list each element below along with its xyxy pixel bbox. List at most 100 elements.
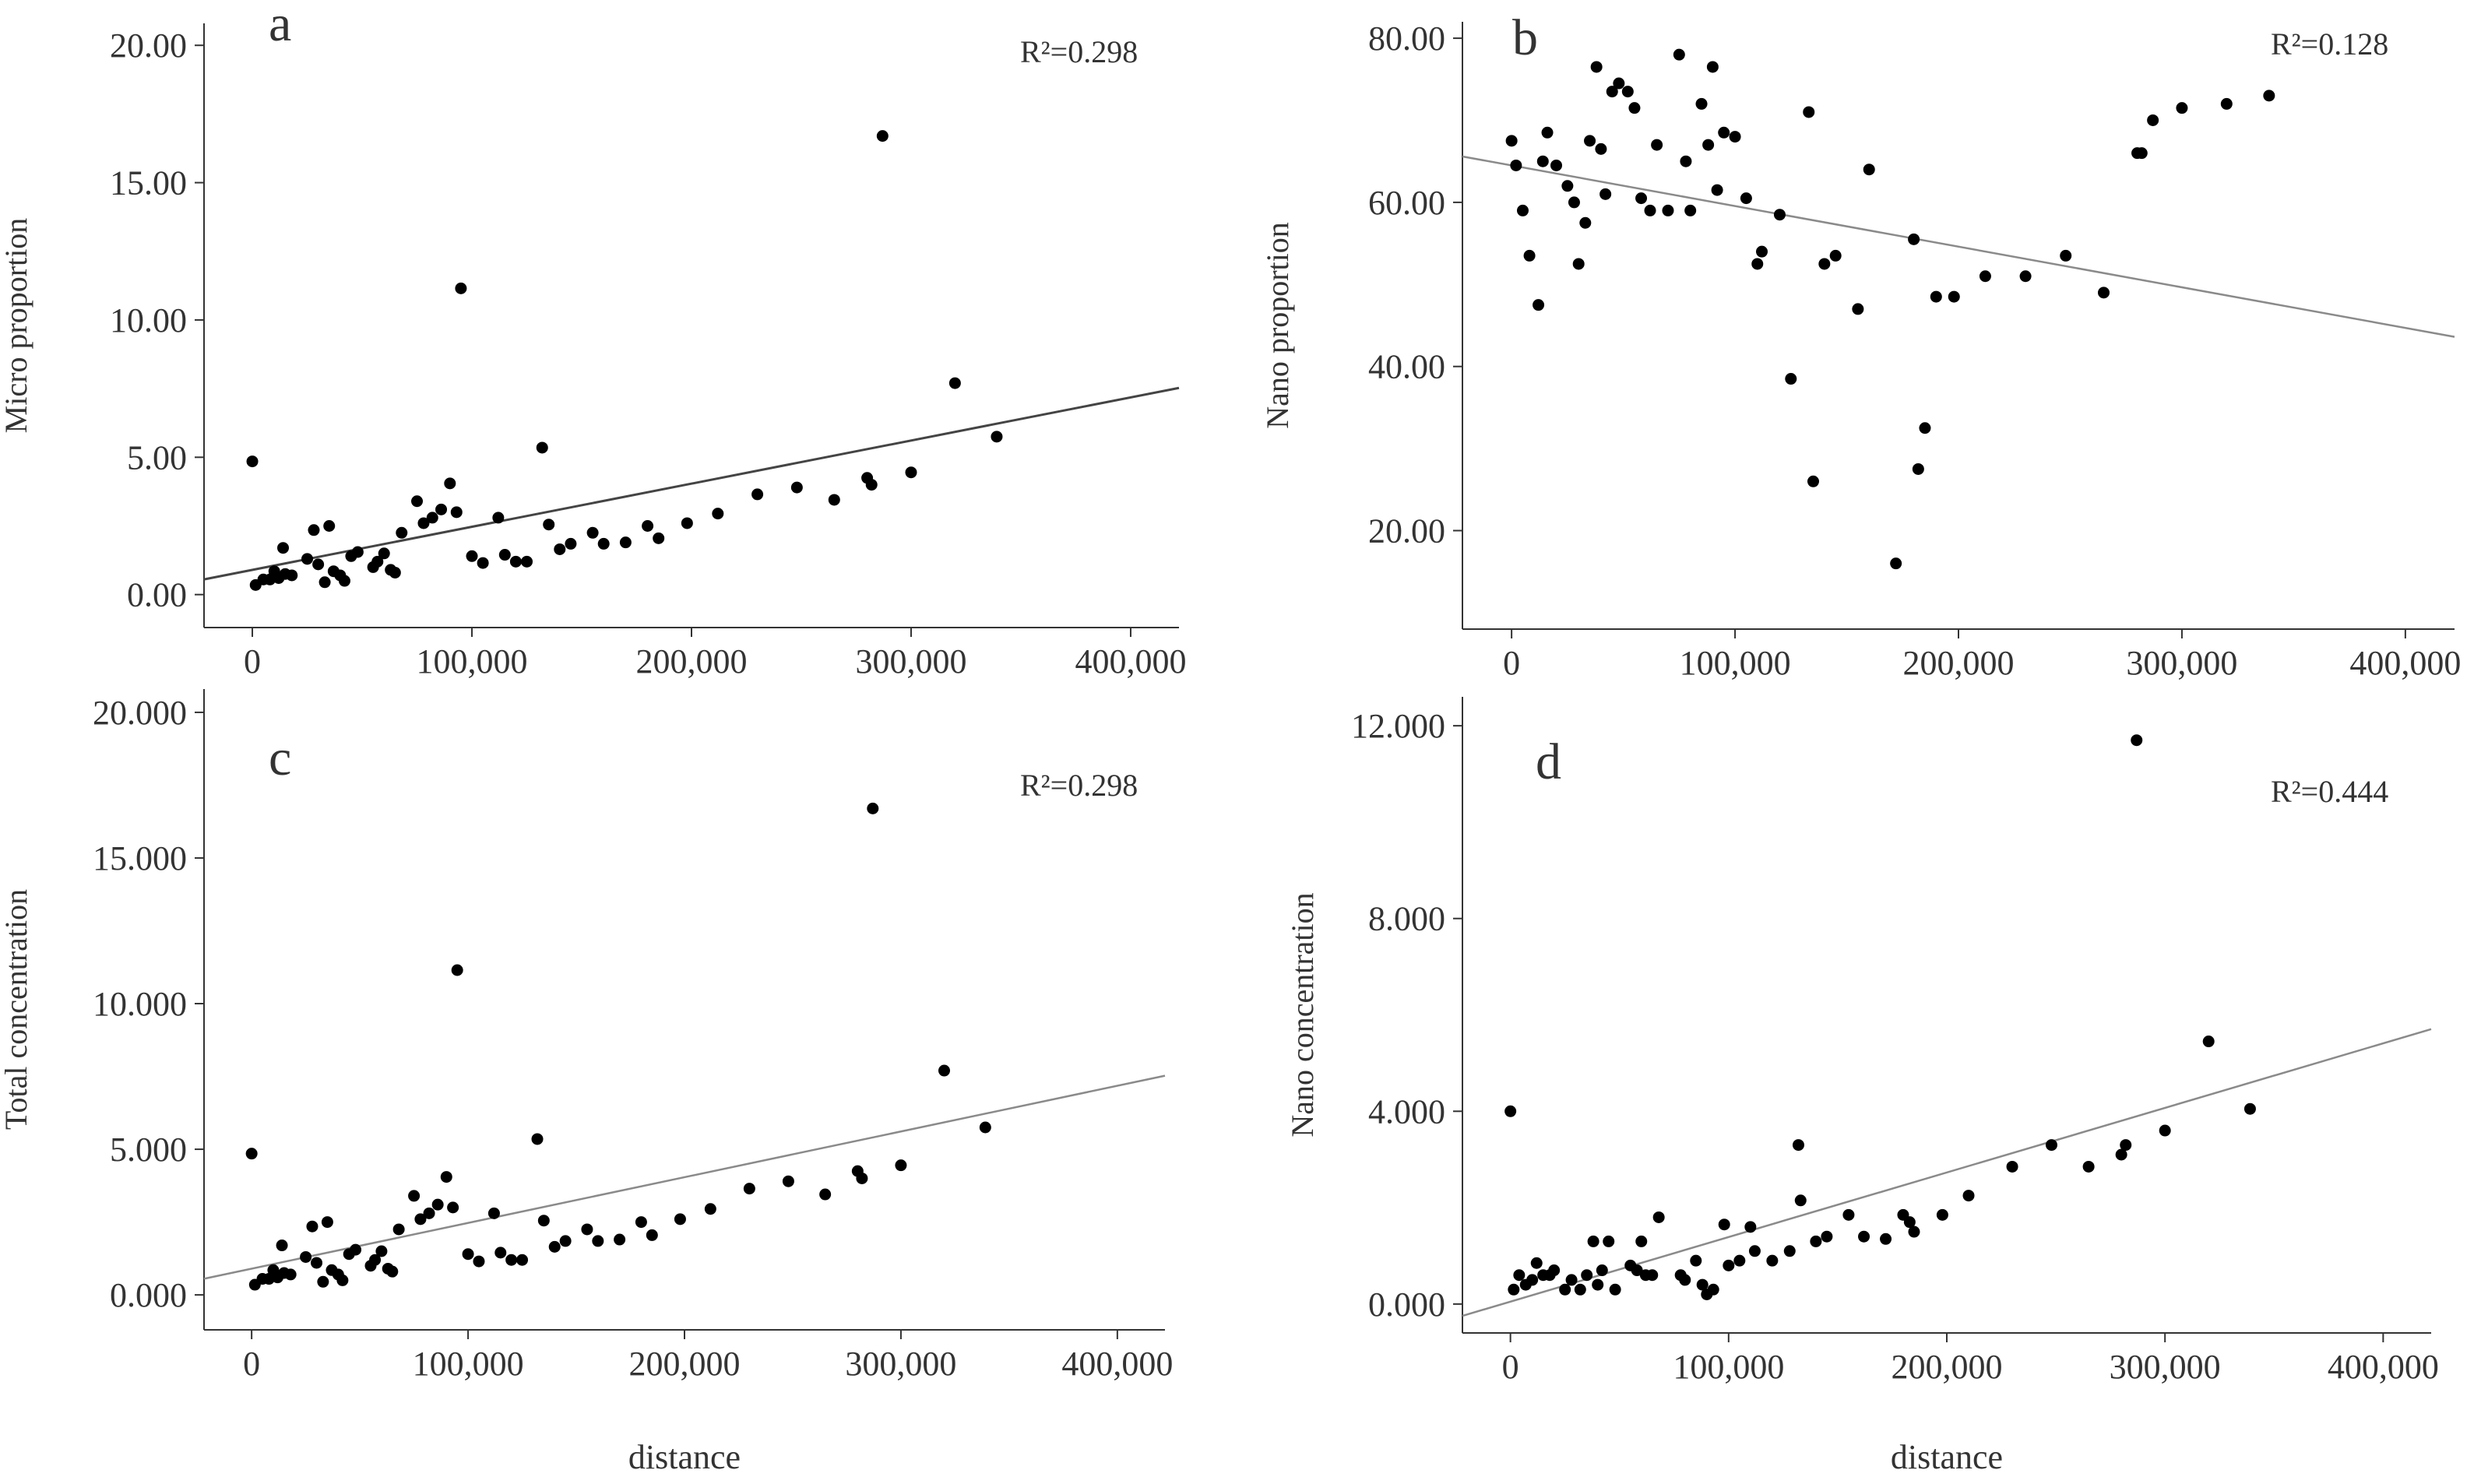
panel-label: a [269, 0, 291, 52]
data-point [614, 1233, 626, 1246]
y-tick-label: 15.000 [93, 839, 187, 877]
x-tick-label: 100,000 [413, 1345, 524, 1383]
data-point [1550, 159, 1563, 171]
data-point [1702, 139, 1715, 151]
data-point [1587, 1235, 1599, 1247]
data-point [351, 546, 364, 558]
data-point [494, 1247, 507, 1259]
data-point [1505, 135, 1518, 147]
data-point [1962, 1190, 1975, 1202]
data-point [369, 1254, 382, 1266]
r2-label: R²=0.298 [1020, 34, 1138, 69]
y-tick-label: 10.00 [110, 301, 187, 339]
data-point [1513, 1269, 1526, 1282]
data-point [856, 1172, 868, 1184]
data-point [2006, 1160, 2018, 1173]
data-point [1568, 196, 1580, 209]
data-point [338, 575, 350, 587]
panel-b: 20.00 40.00 60.00 80.00 0 100,000 200,000 300,0… [1260, 9, 2461, 682]
data-point [386, 1265, 399, 1278]
y-tick-label: 5.000 [110, 1131, 187, 1169]
x-axis-label: distance [628, 1438, 741, 1476]
data-point [301, 553, 314, 565]
x-tick-label: 200,000 [1903, 644, 2015, 682]
data-point [1880, 1233, 1892, 1245]
data-point [2263, 90, 2275, 102]
data-point [321, 1216, 333, 1229]
data-point [1707, 1283, 1719, 1296]
data-point [2082, 1160, 2095, 1173]
data-point [1572, 258, 1585, 270]
data-point [1792, 1139, 1804, 1152]
y-tick-label: 60.00 [1368, 184, 1445, 222]
x-tick-label: 300,000 [2126, 644, 2237, 682]
y-tick-label: 8.000 [1368, 900, 1445, 938]
fit-line [203, 1074, 1166, 1280]
y-tick-label: 80.00 [1368, 19, 1445, 58]
data-point [1829, 249, 1842, 262]
data-point [246, 455, 259, 468]
data-point [509, 555, 522, 568]
data-point [284, 1268, 297, 1281]
y-axis-label: Total concentration [0, 889, 33, 1130]
panel-c: 0.000 5.000 10.000 15.000 20.000 0 100,000 200,… [0, 689, 1173, 1476]
data-point [2135, 147, 2148, 160]
data-point [1565, 1274, 1578, 1286]
data-point [592, 1235, 604, 1247]
data-point [317, 1275, 329, 1288]
data-point [1803, 106, 1815, 118]
data-point [537, 1215, 550, 1227]
data-point [531, 1133, 544, 1145]
data-point [336, 1274, 349, 1286]
data-point [1548, 1264, 1561, 1277]
data-point [308, 524, 320, 536]
data-point [905, 466, 917, 479]
y-axis-label: Micro proportion [0, 218, 33, 434]
data-point [1766, 1254, 1779, 1267]
data-point [2243, 1102, 2256, 1115]
data-point [1592, 1278, 1604, 1291]
data-point [444, 477, 456, 490]
y-tick-label: 0.000 [110, 1276, 187, 1314]
data-point [991, 431, 1003, 443]
data-point [743, 1183, 755, 1195]
data-point [674, 1213, 686, 1226]
data-point [276, 1240, 288, 1252]
data-point [543, 519, 555, 531]
x-tick-label: 0 [1503, 644, 1520, 682]
data-point [1852, 303, 1864, 315]
x-tick-label: 0 [244, 642, 261, 680]
data-point [1606, 86, 1618, 98]
y-tick-label: 4.000 [1368, 1092, 1445, 1131]
panel-a: 0.00 5.00 10.00 15.00 20.00 0 100,000 200,000 30… [0, 0, 1186, 680]
data-point [306, 1220, 318, 1233]
data-point [1530, 1257, 1543, 1269]
data-point [414, 1213, 427, 1226]
data-point [1651, 139, 1663, 151]
data-point [790, 481, 803, 494]
data-point [375, 1245, 388, 1257]
panel-d: 0.000 4.000 8.000 12.000 0 100,000 200,000 300,… [1285, 697, 2439, 1476]
data-point [819, 1188, 832, 1201]
fit-line [1462, 1028, 2432, 1317]
data-point [536, 441, 548, 454]
data-point [642, 519, 654, 532]
data-point [392, 1223, 405, 1236]
data-point [1908, 233, 1920, 245]
x-tick-label: 400,000 [1075, 642, 1186, 680]
data-point [751, 488, 764, 501]
data-point [2115, 1148, 2127, 1161]
x-tick-label: 300,000 [845, 1345, 956, 1383]
data-point [938, 1064, 951, 1077]
y-tick-label: 20.000 [93, 694, 187, 732]
data-point [586, 526, 599, 539]
data-point [417, 517, 430, 529]
data-point [1690, 1254, 1702, 1267]
data-point [1621, 86, 1634, 98]
data-point [450, 506, 463, 519]
data-point [455, 282, 467, 294]
data-point [865, 479, 878, 491]
data-point [548, 1240, 561, 1253]
data-point [378, 547, 390, 560]
